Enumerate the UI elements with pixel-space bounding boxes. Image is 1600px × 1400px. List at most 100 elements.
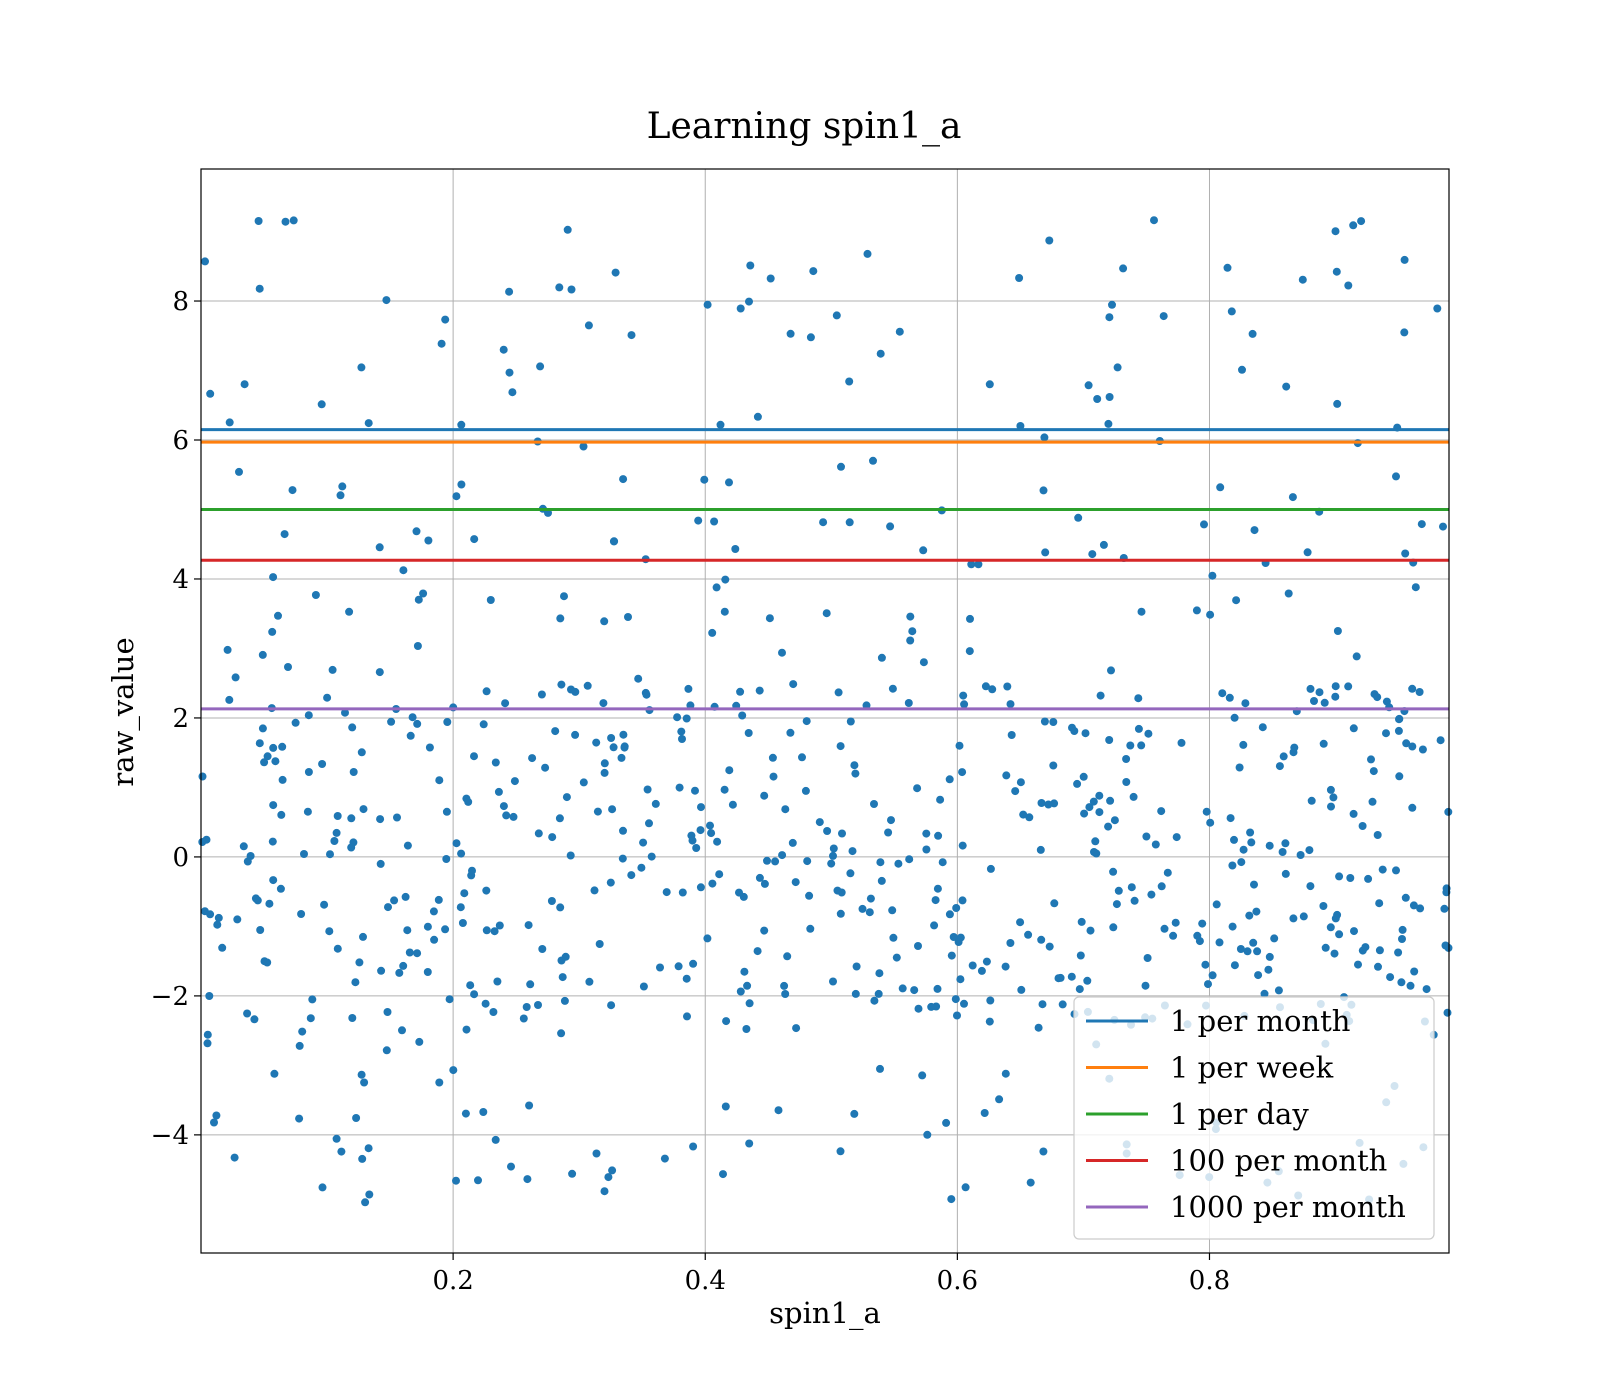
scatter-point [886,522,895,531]
scatter-point [1290,743,1299,752]
scatter-point [743,981,752,990]
scatter-point [401,892,410,901]
scatter-point [1319,739,1328,748]
scatter-point [1319,902,1328,910]
scatter-point [738,711,747,720]
scatter-point [1038,1000,1047,1009]
scatter-point [1397,978,1406,987]
scatter-point [1041,548,1050,557]
scatter-point [1305,846,1314,855]
scatter-point [1440,904,1449,913]
scatter-point [395,968,404,977]
scatter-point [642,690,651,699]
scatter-point [1075,985,1084,994]
scatter-point [919,658,928,667]
scatter-point [866,894,875,903]
scatter-point [349,768,358,776]
scatter-point [233,915,242,924]
scatter-point [491,1135,500,1144]
scatter-point [1331,682,1340,691]
scatter-point [387,717,396,726]
scatter-point [240,380,249,389]
scatter-point [1107,666,1115,675]
scatter-point [1070,727,1079,735]
scatter-point [461,1109,470,1118]
scatter-point [355,958,364,967]
scatter-point [470,535,479,544]
scatter-point [298,1027,307,1036]
scatter-point [466,981,475,990]
scatter-point [608,1166,617,1175]
y-tick-label: 2 [172,704,189,734]
scatter-point [243,1009,252,1018]
scatter-point [1443,1008,1452,1017]
scatter-point [1039,1147,1048,1156]
scatter-point [639,838,648,847]
scatter-point [647,852,656,861]
scatter-point [332,1134,341,1143]
scatter-point [304,711,313,720]
scatter-point [1439,522,1447,531]
scatter-point [1436,736,1445,745]
scatter-point [583,681,592,690]
scatter-point [490,927,499,936]
scatter-point [1392,472,1400,481]
scatter-point [905,855,914,864]
scatter-point [1401,893,1410,902]
scatter-point [268,837,277,846]
scatter-point [481,999,490,1008]
chart-title: Learning spin1_a [647,106,962,147]
scatter-point [660,1154,669,1163]
scatter-point [1349,221,1358,230]
scatter-point [548,833,557,842]
scatter-point [781,990,790,998]
scatter-point [703,300,712,309]
scatter-point [509,812,518,821]
scatter-point [845,377,854,386]
scatter-point [1039,486,1048,495]
scatter-point [763,856,771,865]
scatter-point [1310,697,1318,705]
scatter-point [863,249,872,258]
scatter-point [1307,796,1316,805]
scatter-point [1226,814,1235,823]
scatter-point [1208,971,1217,980]
scatter-point [1400,255,1409,264]
scatter-point [1218,689,1227,698]
scatter-point [922,829,931,838]
scatter-point [1058,1000,1067,1009]
scatter-point [1358,822,1367,830]
scatter-point [231,673,240,682]
scatter-point [1350,927,1358,936]
scatter-point [308,995,317,1004]
scatter-point [985,380,994,389]
scatter-point [435,776,444,785]
scatter-point [1411,583,1420,592]
scatter-point [829,851,837,860]
scatter-point [403,926,412,935]
scatter-point [1361,943,1370,952]
scatter-point [1227,307,1236,316]
scatter-point [584,321,593,330]
scatter-point [1409,901,1418,910]
scatter-point [338,482,347,491]
scatter-point [780,981,789,990]
scatter-point [892,953,901,962]
scatter-point [1260,989,1269,998]
scatter-point [720,785,729,794]
scatter-point [1212,900,1221,909]
scatter-point [414,595,423,604]
scatter-point [1198,919,1207,928]
scatter-point [836,909,845,918]
scatter-point [1274,986,1283,995]
scatter-point [836,742,845,751]
scatter-point [1006,939,1015,947]
scatter-point [579,442,588,451]
scatter-point [1099,540,1108,549]
scatter-point [457,480,466,489]
scatter-point [823,827,832,835]
scatter-point [1134,694,1143,703]
scatter-point [922,845,931,854]
scatter-point [1352,652,1361,661]
scatter-point [384,903,392,912]
